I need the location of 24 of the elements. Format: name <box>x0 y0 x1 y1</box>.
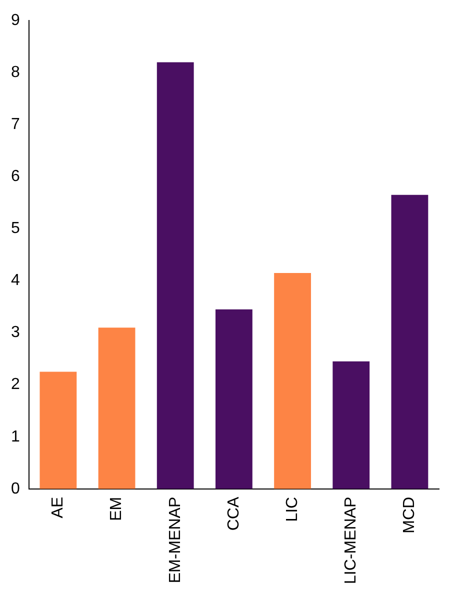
x-tick-label: EM-MENAP <box>166 496 184 584</box>
x-tick-label: LIC-MENAP <box>342 496 360 584</box>
y-tick-label: 4 <box>10 272 20 290</box>
x-tick-label: AE <box>50 496 67 518</box>
y-tick-label: 9 <box>10 12 20 30</box>
x-tick-label: CCA <box>225 496 242 531</box>
y-tick-label: 6 <box>10 168 20 186</box>
y-tick-label: 7 <box>10 116 20 134</box>
bar <box>215 309 252 489</box>
x-tick-label: EM <box>108 496 126 521</box>
y-tick-label: 5 <box>10 220 20 238</box>
bar <box>332 361 370 489</box>
y-tick-label: 3 <box>10 324 20 342</box>
y-tick-label: 0 <box>10 480 20 498</box>
y-tick-label: 8 <box>10 64 20 82</box>
bar <box>98 328 136 489</box>
bar <box>40 372 77 489</box>
y-tick-label: 1 <box>10 428 20 446</box>
x-tick-label: LIC <box>284 496 301 522</box>
bar <box>274 272 311 489</box>
bar <box>391 194 428 489</box>
y-tick-label: 2 <box>10 376 20 394</box>
bar <box>156 62 194 489</box>
x-tick-label: MCD <box>401 496 418 534</box>
